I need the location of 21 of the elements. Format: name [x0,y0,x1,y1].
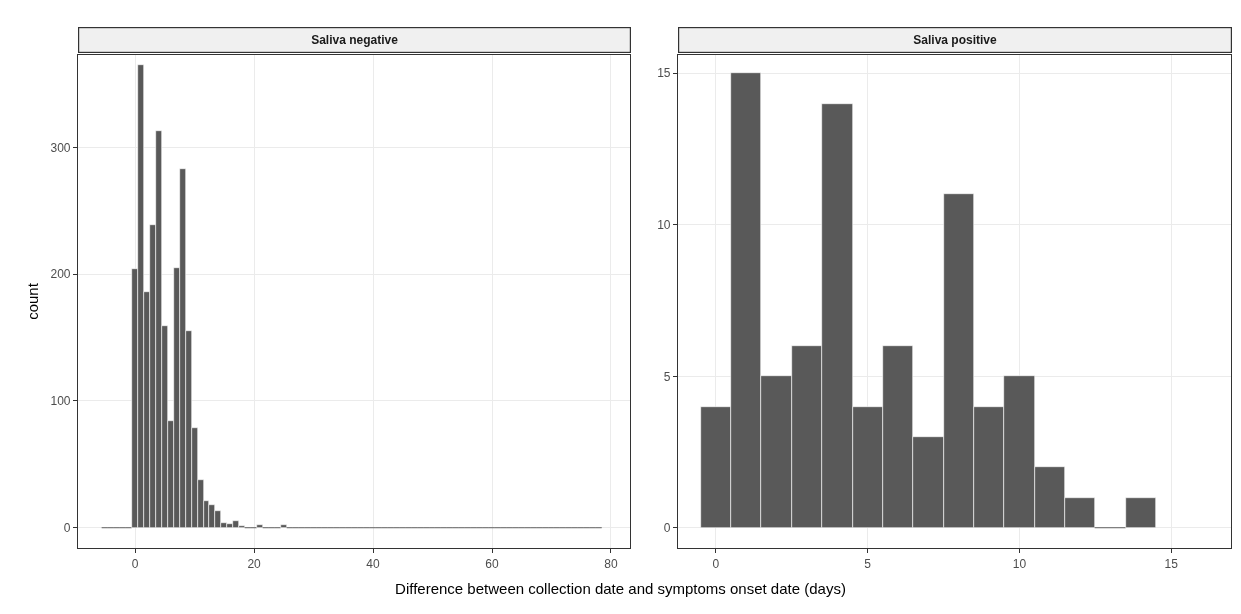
chart-title: Saliva positive [913,33,998,48]
y-tick-label: 15 [657,66,671,81]
x-axis-title: Difference between collection date and symptoms onset date (days) [394,580,847,597]
y-tick-label: 0 [63,520,71,535]
y-tick-label: 200 [50,267,71,282]
x-tick-label: 20 [247,556,262,571]
x-tick-label: 60 [485,556,499,571]
y-axis-title: count [23,282,41,320]
x-tick-label: 40 [366,556,381,571]
y-tick-label: 0 [663,521,671,536]
x-tick-label: 0 [712,556,720,571]
y-tick-label: 10 [657,217,671,232]
chart-title: Saliva negative [311,33,399,48]
x-tick-label: 80 [604,556,618,571]
x-tick-label: 15 [1164,556,1179,571]
x-tick-label: 5 [864,556,872,571]
y-tick-label: 100 [50,394,71,409]
y-tick-label: 300 [50,140,71,155]
y-tick-label: 5 [663,369,671,384]
x-tick-label: 0 [131,556,139,571]
x-tick-label: 10 [1012,556,1027,571]
